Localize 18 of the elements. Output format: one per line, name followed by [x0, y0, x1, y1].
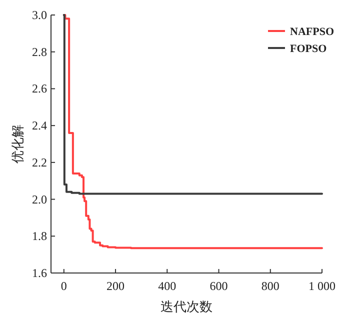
- y-tick-label: 2.6: [32, 82, 47, 96]
- y-tick-label: 2.2: [32, 155, 47, 170]
- x-tick-label: 600: [210, 279, 228, 293]
- x-tick-label: 0: [60, 279, 67, 293]
- y-tick-label: 1.8: [32, 229, 47, 244]
- y-tick-label: 2.0: [32, 192, 47, 206]
- legend-label: NAFPSO: [290, 26, 334, 38]
- y-tick-label: 2.4: [32, 118, 47, 133]
- y-tick-label: 2.8: [32, 44, 47, 59]
- x-tick-label: 1 000: [308, 279, 336, 293]
- legend-label: FOPSO: [290, 43, 328, 55]
- x-tick-label: 400: [158, 279, 176, 293]
- x-tick-label: 200: [106, 279, 125, 293]
- x-axis-title: 迭代次数: [160, 299, 212, 314]
- y-tick-label: 1.6: [32, 266, 47, 280]
- x-tick-label: 800: [261, 279, 280, 293]
- y-tick-label: 3.0: [32, 8, 47, 22]
- y-axis-title: 优化解: [10, 124, 25, 164]
